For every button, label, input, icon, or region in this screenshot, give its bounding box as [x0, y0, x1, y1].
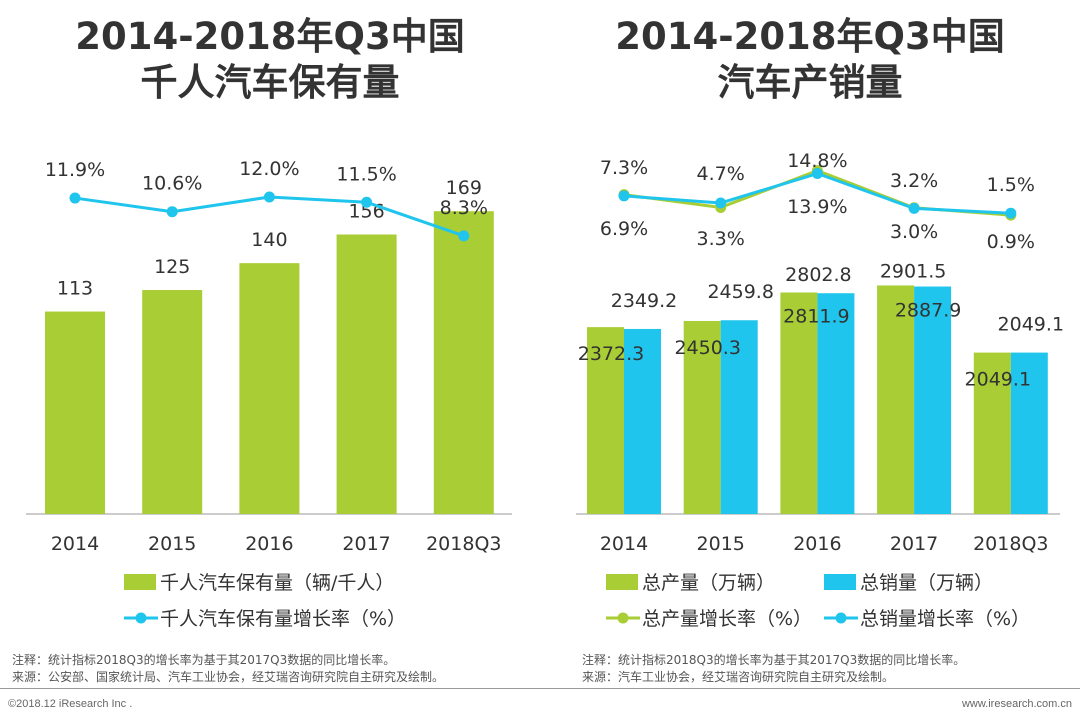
- sales-growth-point: [618, 190, 630, 202]
- ownership-growth-label: 12.0%: [239, 158, 299, 180]
- ownership-growth-label: 11.9%: [45, 159, 105, 181]
- production-bar-label: 2372.3: [578, 343, 644, 365]
- production-bar-label: 2901.5: [880, 260, 946, 282]
- sales-bar: [624, 328, 661, 514]
- right-note: 注释：统计指标2018Q3的增长率为基于其2017Q3数据的同比增长率。: [582, 653, 966, 667]
- ownership-bar-label: 113: [57, 278, 93, 300]
- left-chart-title: 2014-2018年Q3中国 千人汽车保有量: [20, 14, 520, 106]
- production-bar: [780, 292, 818, 514]
- ownership-bar: [336, 234, 397, 514]
- sales-growth-label: 3.0%: [890, 221, 938, 243]
- sales-bar: [817, 293, 855, 514]
- legend-swatch-ownership: [124, 574, 156, 590]
- legend-label-ownership: 千人汽车保有量（辆/千人）: [160, 572, 394, 594]
- sales-bar: [1010, 352, 1048, 514]
- left-x-tick-label: 2015: [148, 533, 196, 555]
- production-bar: [587, 327, 624, 514]
- production-bar: [877, 285, 915, 514]
- right-x-tick-label: 2016: [793, 533, 841, 555]
- right-title-line-2: 汽车产销量: [717, 61, 903, 104]
- ownership-bar-label: 140: [251, 229, 287, 251]
- right-x-tick-label: 2018Q3: [973, 533, 1048, 555]
- legend-swatch-production: [606, 574, 638, 590]
- production-bar-label: 2450.3: [674, 337, 740, 359]
- legend-label-sales: 总销量（万辆）: [860, 572, 993, 594]
- sales-growth-point: [908, 202, 920, 214]
- legend-marker-production-growth: [617, 612, 629, 624]
- ownership-growth-label: 10.6%: [142, 173, 202, 195]
- ownership-bar: [239, 263, 300, 514]
- sales-bar: [720, 320, 758, 514]
- ownership-growth-point: [361, 196, 373, 208]
- legend-swatch-sales: [824, 574, 856, 590]
- legend-label-ownership-growth: 千人汽车保有量增长率（%）: [160, 608, 406, 630]
- sales-growth-label: 6.9%: [600, 218, 648, 240]
- left-x-tick-label: 2017: [342, 533, 390, 555]
- right-x-tick-label: 2017: [890, 533, 938, 555]
- ownership-growth-point: [69, 192, 81, 204]
- ownership-bar: [433, 211, 494, 515]
- sales-growth-point: [1005, 207, 1017, 219]
- sales-bar: [914, 286, 952, 514]
- right-x-tick-label: 2015: [697, 533, 745, 555]
- sales-bar-label: 2459.8: [707, 281, 773, 303]
- production-bar-label: 2811.9: [783, 306, 849, 328]
- legend-label-production-growth: 总产量增长率（%）: [642, 608, 812, 630]
- left-title-line-2: 千人汽车保有量: [140, 61, 400, 104]
- production-growth-label: 3.2%: [890, 170, 938, 192]
- left-source: 来源：公安部、国家统计局、汽车工业协会，经艾瑞咨询研究院自主研究及绘制。: [12, 670, 445, 684]
- legend-label-sales-growth: 总销量增长率（%）: [860, 608, 1030, 630]
- production-growth-label: 14.8%: [787, 150, 847, 172]
- production-bar: [973, 352, 1011, 514]
- production-growth-label: 3.3%: [697, 228, 745, 250]
- sales-growth-point: [811, 168, 823, 180]
- ownership-bar-label: 169: [446, 177, 482, 199]
- sales-growth-label: 13.9%: [787, 196, 847, 218]
- left-x-tick-label: 2014: [51, 533, 99, 555]
- left-x-tick-label: 2016: [245, 533, 293, 555]
- footer-divider: [0, 688, 1080, 689]
- ownership-bar: [45, 311, 105, 514]
- ownership-growth-point: [263, 191, 275, 203]
- ownership-growth-point: [458, 230, 470, 242]
- legend-marker-sales-growth: [835, 612, 847, 624]
- sales-bar-label: 2049.1: [998, 314, 1064, 336]
- sales-bar-label: 2349.2: [611, 290, 677, 312]
- right-x-tick-label: 2014: [600, 533, 648, 555]
- production-growth-label: 0.9%: [987, 231, 1035, 253]
- right-chart-title: 2014-2018年Q3中国 汽车产销量: [560, 14, 1060, 106]
- sales-bar-label: 2802.8: [785, 264, 851, 286]
- sales-bar-label: 2887.9: [895, 300, 961, 322]
- legend-marker-ownership-growth: [135, 612, 147, 624]
- legend-label-production: 总产量（万辆）: [642, 572, 775, 594]
- footer-copyright: ©2018.12 iResearch Inc .: [8, 698, 133, 710]
- left-x-tick-label: 2018Q3: [426, 533, 501, 555]
- ownership-growth-point: [166, 206, 178, 218]
- sales-growth-label: 4.7%: [697, 163, 745, 185]
- right-title-line-1: 2014-2018年Q3中国: [615, 15, 1005, 58]
- ownership-growth-label: 11.5%: [336, 163, 396, 185]
- production-bar: [683, 320, 721, 514]
- sales-growth-point: [715, 197, 727, 209]
- ownership-growth-label: 8.3%: [440, 197, 488, 219]
- ownership-bar: [142, 290, 203, 514]
- production-bar-label: 2049.1: [965, 369, 1031, 391]
- ownership-bar-label: 125: [154, 256, 190, 278]
- production-growth-label: 7.3%: [600, 157, 648, 179]
- left-note: 注释：统计指标2018Q3的增长率为基于其2017Q3数据的同比增长率。: [12, 653, 396, 667]
- left-title-line-1: 2014-2018年Q3中国: [75, 15, 465, 58]
- right-source: 来源：汽车工业协会，经艾瑞咨询研究院自主研究及绘制。: [582, 670, 895, 684]
- footer-website: www.iresearch.com.cn: [961, 698, 1072, 710]
- sales-growth-label: 1.5%: [987, 174, 1035, 196]
